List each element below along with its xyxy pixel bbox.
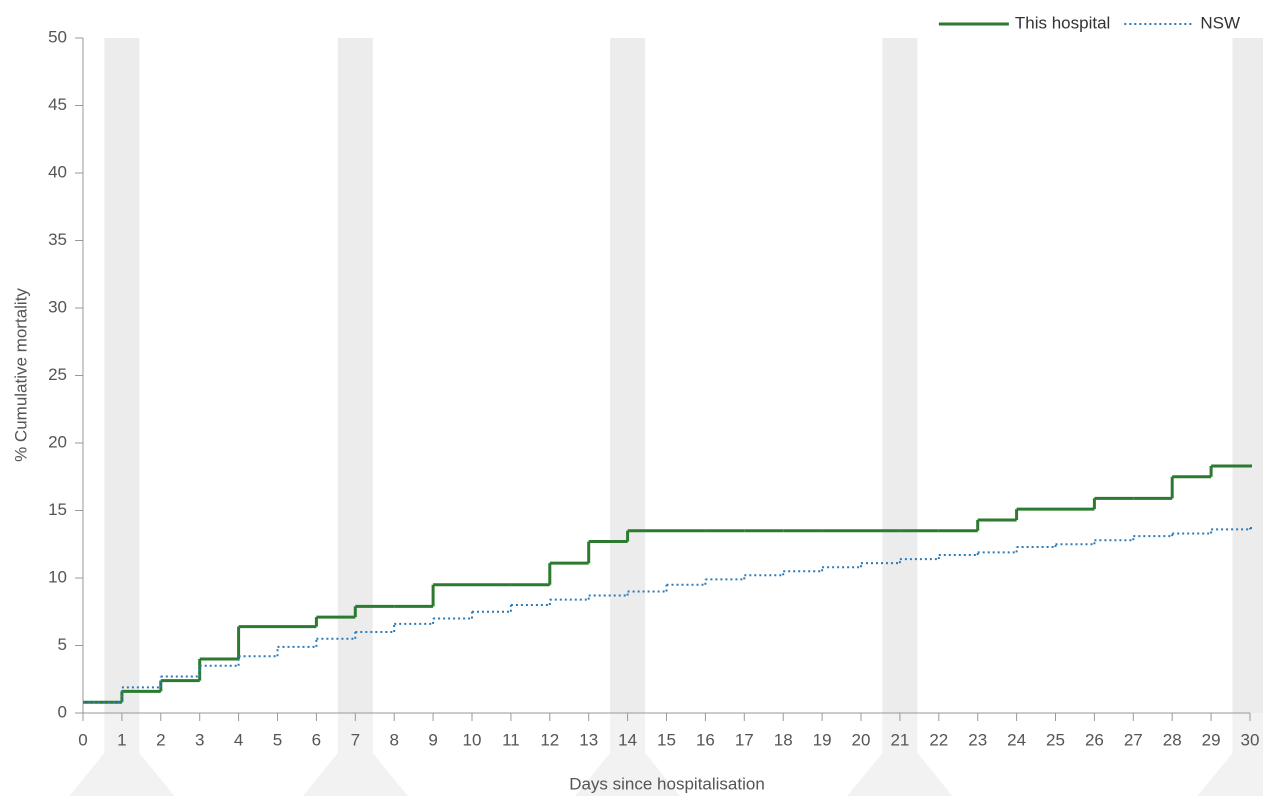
- x-tick-label: 9: [428, 730, 437, 749]
- x-axis-label: Days since hospitalisation: [569, 774, 765, 793]
- y-tick-label: 30: [48, 297, 67, 316]
- x-tick-label: 17: [735, 730, 754, 749]
- y-tick-label: 25: [48, 365, 67, 384]
- legend-label: NSW: [1200, 13, 1240, 32]
- x-tick-label: 8: [389, 730, 398, 749]
- highlight-band: [882, 38, 918, 713]
- y-tick-label: 0: [58, 702, 67, 721]
- y-tick-label: 15: [48, 500, 67, 519]
- y-tick-label: 10: [48, 567, 67, 586]
- highlight-band: [337, 38, 373, 713]
- x-tick-label: 29: [1202, 730, 1221, 749]
- x-tick-label: 21: [890, 730, 909, 749]
- x-tick-label: 28: [1163, 730, 1182, 749]
- highlight-band: [104, 38, 140, 713]
- series-line: [83, 527, 1252, 704]
- highlight-chevron: [575, 713, 681, 796]
- x-tick-label: 3: [195, 730, 204, 749]
- y-tick-label: 45: [48, 95, 67, 114]
- y-axis-label: % Cumulative mortality: [11, 288, 30, 462]
- x-tick-label: 0: [78, 730, 87, 749]
- x-tick-label: 5: [273, 730, 282, 749]
- x-tick-label: 15: [657, 730, 676, 749]
- x-tick-label: 23: [968, 730, 987, 749]
- x-tick-label: 18: [774, 730, 793, 749]
- y-tick-label: 40: [48, 162, 67, 181]
- x-tick-label: 2: [156, 730, 165, 749]
- x-tick-label: 4: [234, 730, 243, 749]
- x-tick-label: 10: [463, 730, 482, 749]
- x-tick-label: 27: [1124, 730, 1143, 749]
- x-tick-label: 7: [351, 730, 360, 749]
- x-tick-label: 11: [502, 730, 520, 749]
- y-tick-label: 20: [48, 432, 67, 451]
- x-tick-label: 22: [929, 730, 948, 749]
- x-tick-label: 1: [117, 730, 126, 749]
- highlight-band: [610, 38, 646, 713]
- x-tick-label: 12: [540, 730, 559, 749]
- y-tick-label: 50: [48, 27, 67, 46]
- x-tick-label: 13: [579, 730, 598, 749]
- series-line: [83, 464, 1252, 704]
- x-tick-label: 19: [813, 730, 832, 749]
- x-tick-label: 6: [312, 730, 321, 749]
- x-tick-label: 14: [618, 730, 637, 749]
- highlight-chevron: [847, 713, 953, 796]
- x-tick-label: 16: [696, 730, 715, 749]
- x-tick-label: 25: [1046, 730, 1065, 749]
- y-tick-label: 5: [58, 635, 67, 654]
- highlight-chevron: [1197, 713, 1263, 796]
- x-tick-label: 20: [852, 730, 871, 749]
- highlights: [69, 38, 1263, 796]
- legend-label: This hospital: [1015, 13, 1110, 32]
- y-tick-label: 35: [48, 230, 67, 249]
- x-tick-label: 24: [1007, 730, 1026, 749]
- highlight-band: [1232, 38, 1263, 713]
- x-tick-label: 30: [1241, 730, 1260, 749]
- highlight-chevron: [302, 713, 408, 796]
- highlight-chevron: [69, 713, 175, 796]
- x-tick-label: 26: [1085, 730, 1104, 749]
